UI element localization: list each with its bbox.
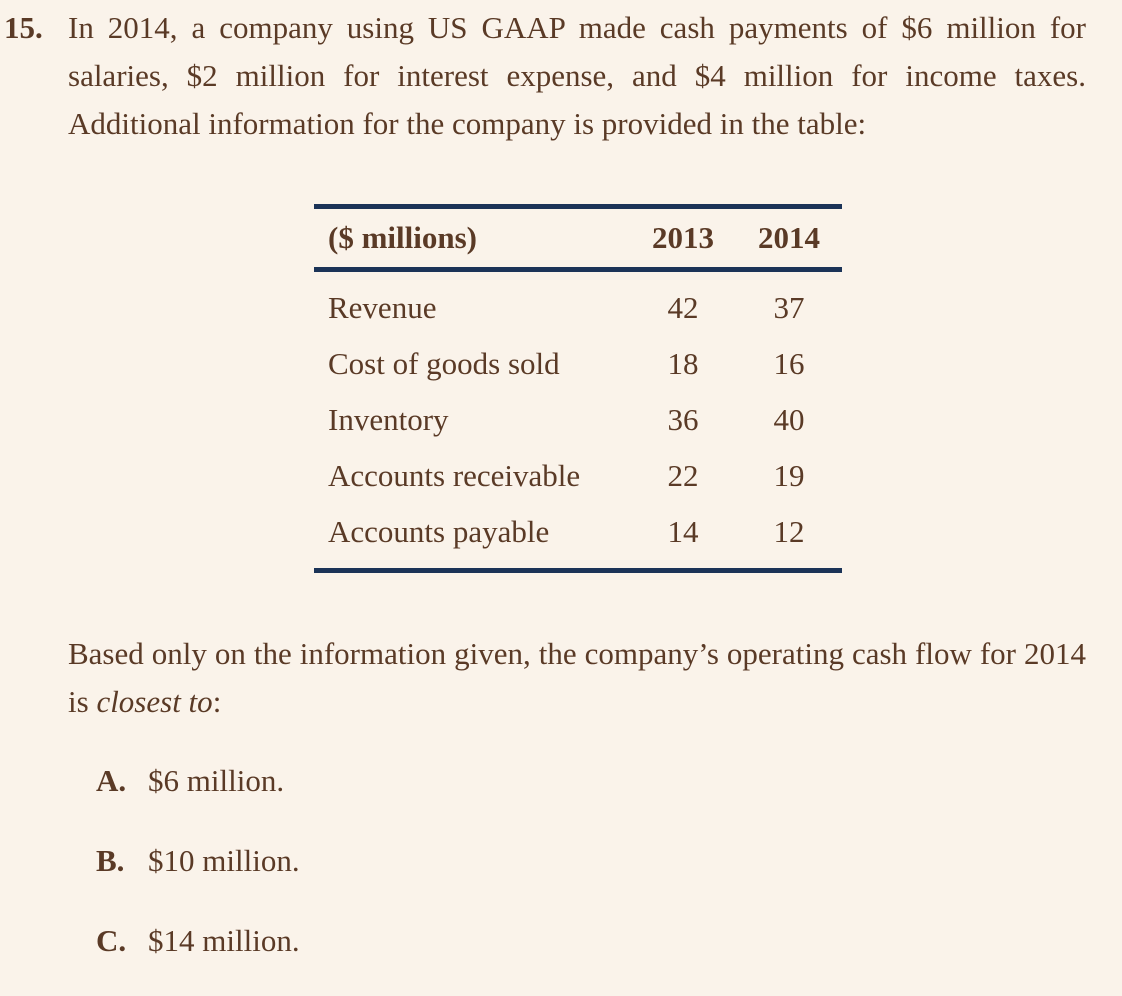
option-text: $6 million. [148, 763, 285, 798]
question-number: 15. [4, 10, 43, 45]
prompt-text: Based only on the information given, the… [68, 636, 1086, 719]
table-row: Cost of goods sold 18 16 [314, 336, 842, 392]
prompt-colon: : [212, 684, 222, 719]
question-stem: In 2014, a company using US GAAP made ca… [68, 10, 1086, 141]
row-label: Revenue [328, 290, 437, 325]
question-prompt: Based only on the information given, the… [68, 630, 1086, 726]
table-row: Revenue 42 37 [314, 270, 842, 337]
table-header-units: ($ millions) [328, 220, 477, 255]
value-2014: 12 [773, 514, 805, 549]
option-letter: C. [96, 923, 127, 958]
value-2013: 18 [667, 346, 699, 381]
option-text: $10 million. [148, 843, 300, 878]
answer-option-c[interactable]: C. $14 million. [96, 916, 300, 996]
option-letter: B. [96, 843, 125, 878]
table-header-2013: 2013 [652, 220, 714, 255]
row-label: Accounts receivable [328, 458, 581, 493]
option-letter: A. [96, 763, 127, 798]
table-header-2014: 2014 [758, 220, 820, 255]
answer-option-b[interactable]: B. $10 million. [96, 836, 300, 916]
value-2013: 22 [667, 458, 699, 493]
value-2013: 36 [667, 402, 699, 437]
row-label: Accounts payable [328, 514, 550, 549]
value-2014: 19 [773, 458, 805, 493]
answer-option-a[interactable]: A. $6 million. [96, 756, 300, 836]
option-text: $14 million. [148, 923, 300, 958]
table-row: Accounts payable 14 12 [314, 504, 842, 571]
value-2014: 37 [773, 290, 805, 325]
table-header-row: ($ millions) 2013 2014 [314, 206, 842, 270]
prompt-emphasis: closest to [96, 684, 213, 719]
table-row: Inventory 36 40 [314, 392, 842, 448]
answer-options: A. $6 million. B. $10 million. C. $14 milli… [96, 756, 300, 996]
value-2013: 14 [667, 514, 699, 549]
value-2013: 42 [667, 290, 699, 325]
financial-data-table: ($ millions) 2013 2014 Revenue 42 37 Cos… [314, 204, 842, 573]
value-2014: 40 [773, 402, 805, 437]
row-label: Inventory [328, 402, 449, 437]
table-row: Accounts receivable 22 19 [314, 448, 842, 504]
row-label: Cost of goods sold [328, 346, 560, 381]
value-2014: 16 [773, 346, 805, 381]
